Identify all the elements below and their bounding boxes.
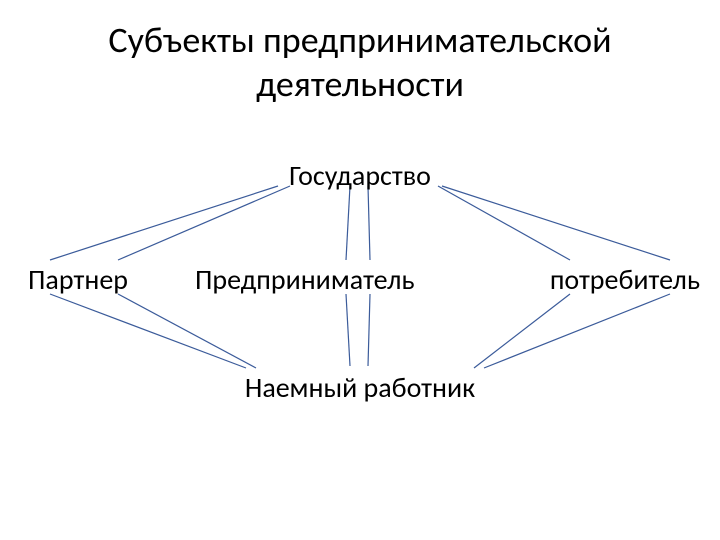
node-center: Предприниматель [195, 262, 415, 297]
edge-line [442, 186, 670, 260]
node-bottom: Наемный работник [245, 370, 475, 405]
edge-line [118, 186, 290, 260]
edge-line [368, 294, 370, 366]
node-top: Государство [289, 158, 431, 193]
edge-line [438, 186, 570, 260]
title-line-1: Субъекты предпринимательской [0, 18, 720, 62]
edge-line [346, 294, 350, 366]
edge-line [118, 294, 256, 368]
edge-line [346, 186, 350, 260]
node-left: Партнер [28, 262, 128, 297]
node-right: потребитель [550, 262, 700, 297]
edge-line [50, 294, 246, 368]
edge-line [484, 294, 670, 368]
title-line-2: деятельности [0, 62, 720, 106]
diagram-title: Субъекты предпринимательской деятельност… [0, 18, 720, 106]
edge-line [368, 186, 370, 260]
edge-line [474, 294, 570, 368]
edge-line [50, 186, 278, 260]
